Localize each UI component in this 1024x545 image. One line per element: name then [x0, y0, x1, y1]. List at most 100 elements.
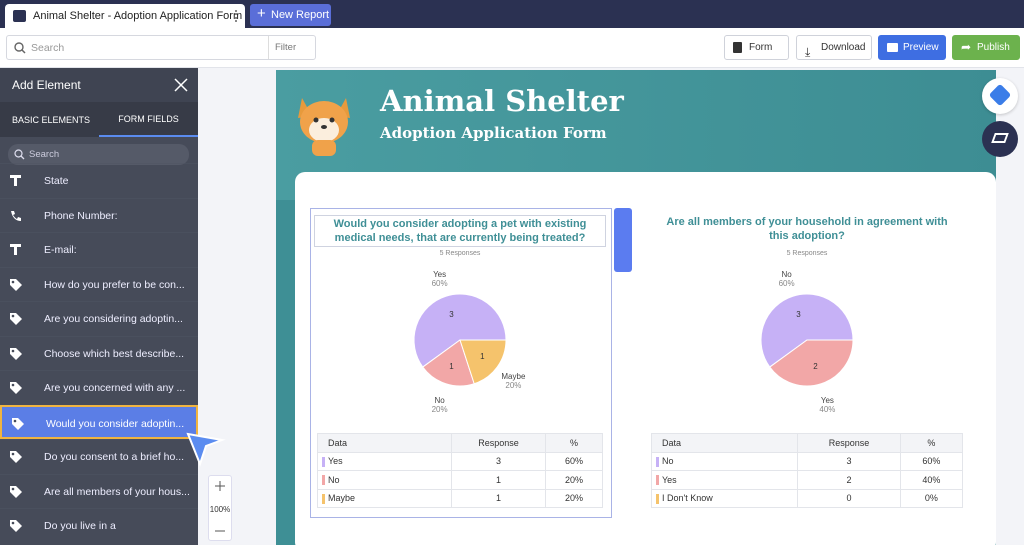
slice-percent: 40%	[819, 405, 835, 414]
table-cell: 20%	[545, 488, 603, 508]
table-cell: No	[650, 451, 799, 471]
table-cell: Yes	[317, 451, 452, 471]
slice-value: 3	[796, 310, 801, 319]
selected-chart-frame	[310, 208, 612, 518]
table-cell: 40%	[899, 470, 964, 490]
data-table: Data Response% No 3 60% Yes 2 40% I Don't Know 0 0…	[650, 433, 964, 508]
item-icon	[10, 451, 22, 463]
table-header: Data	[650, 433, 799, 453]
sidebar-header: Add Element	[0, 68, 198, 102]
cursor	[186, 432, 226, 467]
search-box[interactable]: Search Filter	[6, 35, 316, 60]
form-dropdown[interactable]: Form	[724, 35, 789, 60]
item-icon	[10, 485, 22, 498]
table-header: %	[899, 433, 964, 453]
table-cell: 1	[450, 488, 547, 508]
form-label: Form	[749, 42, 773, 53]
pie-slice	[769, 339, 854, 387]
row-swatch	[322, 475, 325, 485]
table-header: Response	[797, 433, 901, 453]
zoom-in[interactable]	[215, 481, 225, 491]
table-cell: 20%	[545, 470, 603, 490]
slice-percent: 60%	[779, 279, 795, 288]
table-cell: Maybe	[317, 488, 452, 508]
row-swatch	[322, 456, 325, 467]
toolbar: Search Filter Form ⤓ Download Preview ➦ Pu…	[0, 28, 1024, 68]
table-row: I Don't Know 0 0%	[650, 488, 964, 508]
item-icon	[10, 175, 21, 186]
report-title: Animal Shelter	[380, 84, 624, 118]
sidebar: Add Element BASIC ELEMENTS FORM FIELDS S…	[0, 68, 198, 545]
chart-question: Are all members of your household in agr…	[666, 216, 948, 242]
sidebar-item[interactable]: Are you considering adoptin...	[0, 301, 198, 335]
item-icon	[10, 520, 22, 532]
slice-label: No	[434, 396, 445, 405]
new-report-button[interactable]: + New Report	[250, 4, 331, 26]
slice-label: No	[781, 270, 792, 279]
sidebar-item[interactable]: E-mail:	[0, 232, 198, 266]
item-icon	[11, 210, 21, 221]
publish-button[interactable]: ➦ Publish	[952, 35, 1020, 60]
table-cell: 1	[450, 470, 547, 490]
table-cell: 2	[797, 470, 901, 490]
download-button[interactable]: ⤓ Download	[796, 35, 872, 60]
table-cell: 3	[797, 451, 901, 471]
sidebar-item[interactable]: How do you prefer to be con...	[0, 266, 198, 301]
new-report-label: New Report	[271, 9, 330, 21]
pie-slice	[422, 339, 475, 387]
sidebar-search-placeholder: Search	[29, 149, 60, 160]
sidebar-item[interactable]: Do you live in a	[0, 508, 198, 542]
publish-label: Publish	[977, 42, 1010, 53]
zoom-out[interactable]	[215, 526, 225, 536]
sidebar-item[interactable]: Phone Number:	[0, 197, 198, 232]
chart-question: Would you consider adopting a pet with e…	[314, 215, 606, 247]
layers-button[interactable]	[982, 121, 1018, 157]
sidebar-tabs: BASIC ELEMENTS FORM FIELDS	[0, 102, 198, 137]
slice-label: Maybe	[501, 372, 526, 381]
dog-logo	[298, 98, 350, 156]
table-header-row: Data Response%	[650, 433, 964, 453]
sidebar-item[interactable]: Do you consent to a brief ho...	[0, 439, 198, 473]
paint-button[interactable]	[982, 78, 1018, 114]
preview-button[interactable]: Preview	[878, 35, 946, 60]
table-cell: 0%	[899, 488, 964, 508]
table-header: %	[545, 433, 603, 453]
sidebar-item[interactable]: State	[0, 163, 198, 197]
table-row: Yes 3 60%	[317, 451, 603, 471]
report-tab[interactable]: Animal Shelter - Adoption Application Fo…	[5, 4, 245, 28]
table-cell: I Don't Know	[650, 488, 799, 508]
sidebar-search[interactable]: Search	[8, 144, 189, 165]
sidebar-item[interactable]: Would you consider adoptin...	[0, 404, 198, 439]
table-row: Maybe 1 20%	[317, 488, 603, 508]
sidebar-item[interactable]: Are all members of your hous...	[0, 473, 198, 508]
table-cell: 60%	[545, 451, 603, 471]
item-icon	[10, 313, 22, 325]
table-header: Response	[450, 433, 547, 453]
slice-value: 2	[813, 362, 818, 371]
preview-label: Preview	[903, 42, 939, 53]
basic-elements-tab[interactable]: BASIC ELEMENTS	[12, 115, 91, 125]
tab-title: Animal Shelter - Adoption Application Fo…	[33, 10, 243, 22]
filter-button[interactable]: Filter	[268, 36, 296, 59]
slice-percent: 20%	[505, 381, 521, 390]
form-fields-tab[interactable]: FORM FIELDS	[99, 102, 198, 137]
close-button[interactable]	[174, 78, 188, 92]
table-cell: 60%	[899, 451, 964, 471]
table-cell: 0	[797, 488, 901, 508]
sidebar-item[interactable]: Are you concerned with any ...	[0, 370, 198, 404]
chart-actions[interactable]	[614, 208, 632, 272]
table-header-row: Data Response%	[317, 433, 603, 453]
table-row: Yes 2 40%	[650, 470, 964, 490]
slice-value: 3	[449, 310, 454, 319]
item-icon	[10, 382, 22, 394]
sidebar-item[interactable]: Choose which best describe...	[0, 335, 198, 370]
responses-label: 5 Responses	[440, 250, 481, 257]
pie-slice	[760, 293, 854, 368]
row-swatch	[322, 493, 325, 504]
pie-slice	[459, 339, 507, 385]
table-row: No 3 60%	[650, 451, 964, 471]
slice-label: Yes	[433, 270, 446, 279]
pie-slice	[413, 293, 507, 368]
report-subtitle: Adoption Application Form	[380, 124, 607, 142]
